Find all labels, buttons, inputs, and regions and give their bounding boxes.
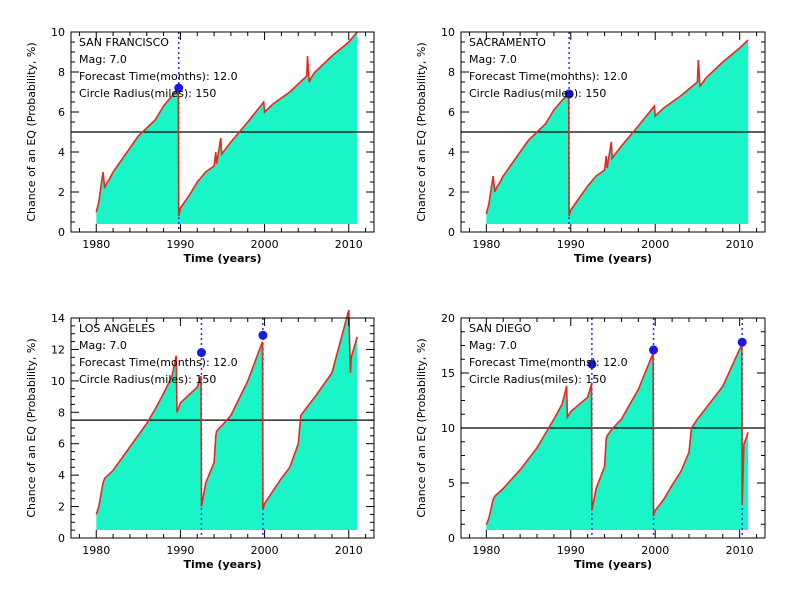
annotation-line: Forecast Time(months): 12.0 bbox=[469, 356, 628, 369]
y-tick-label: 2 bbox=[58, 501, 65, 514]
annotation-line: Forecast Time(months): 12.0 bbox=[469, 70, 628, 83]
x-tick-label: 1990 bbox=[166, 238, 194, 251]
y-tick-label: 4 bbox=[58, 146, 65, 159]
x-tick-label: 2010 bbox=[335, 238, 363, 251]
x-tick-label: 2000 bbox=[251, 544, 279, 557]
probability-area bbox=[486, 40, 749, 224]
chart-title: SACRAMENTO bbox=[469, 36, 546, 49]
chart-title: SAN FRANCISCO bbox=[79, 36, 169, 49]
y-tick-label: 8 bbox=[58, 66, 65, 79]
x-tick-label: 1980 bbox=[472, 544, 500, 557]
x-tick-label: 1990 bbox=[557, 544, 585, 557]
chart-panel-2: 1980 1990 2000 2010 0 2 4 6 8 10 Time (years) Chanc… bbox=[415, 26, 766, 265]
y-tick-label: 0 bbox=[448, 532, 455, 545]
annotation-line: Mag: 7.0 bbox=[469, 53, 517, 66]
probability-line bbox=[485, 344, 749, 526]
probability-area bbox=[486, 344, 749, 530]
x-tick-label: 2010 bbox=[726, 238, 754, 251]
y-tick-label: 20 bbox=[441, 312, 455, 325]
annotation-line: Forecast Time(months): 12.0 bbox=[79, 70, 238, 83]
probability-line bbox=[485, 39, 749, 217]
annotation-line: Mag: 7.0 bbox=[79, 339, 127, 352]
y-tick-label: 2 bbox=[58, 186, 65, 199]
y-tick-label: 0 bbox=[448, 226, 455, 239]
x-tick-label: 1980 bbox=[472, 238, 500, 251]
x-axis-label: Time (years) bbox=[574, 558, 652, 571]
annotation-line: Circle Radius(miles): 150 bbox=[79, 373, 216, 386]
y-tick-label: 8 bbox=[448, 66, 455, 79]
x-tick-label: 2000 bbox=[251, 238, 279, 251]
annotation-line: Mag: 7.0 bbox=[79, 53, 127, 66]
x-tick-label: 2010 bbox=[726, 544, 754, 557]
y-tick-label: 4 bbox=[58, 469, 65, 482]
event-marker bbox=[196, 348, 206, 358]
y-tick-label: 0 bbox=[58, 532, 65, 545]
probability-area bbox=[96, 32, 358, 224]
event-marker bbox=[564, 89, 574, 99]
y-tick-label: 10 bbox=[51, 26, 65, 39]
y-tick-label: 12 bbox=[51, 343, 65, 356]
y-tick-label: 6 bbox=[58, 106, 65, 119]
x-tick-label: 2010 bbox=[335, 544, 363, 557]
probability-area bbox=[96, 310, 358, 530]
y-tick-label: 10 bbox=[441, 422, 455, 435]
y-tick-label: 5 bbox=[448, 477, 455, 490]
y-tick-label: 14 bbox=[51, 312, 65, 325]
y-tick-label: 8 bbox=[58, 406, 65, 419]
y-axis-label: Chance of an EQ (Probability, %) bbox=[25, 42, 38, 221]
chart-panel-4: 1980 1990 2000 2010 0 5 10 15 20 Time (years) Chan… bbox=[415, 312, 766, 571]
y-tick-label: 10 bbox=[51, 375, 65, 388]
x-axis-label: Time (years) bbox=[574, 252, 652, 265]
y-tick-label: 15 bbox=[441, 367, 455, 380]
annotation-line: Forecast Time(months): 12.0 bbox=[79, 356, 238, 369]
x-axis-label: Time (years) bbox=[183, 252, 261, 265]
y-axis-label: Chance of an EQ (Probability, %) bbox=[25, 338, 38, 517]
chart-panel-3: 1980 1990 2000 2010 0 2 4 6 8 10 12 14 Time (years) C… bbox=[25, 309, 375, 571]
x-axis-label: Time (years) bbox=[183, 558, 261, 571]
event-marker bbox=[587, 359, 597, 369]
x-tick-label: 1990 bbox=[557, 238, 585, 251]
x-tick-label: 2000 bbox=[641, 544, 669, 557]
annotation-line: Circle Radius(miles): 150 bbox=[469, 87, 606, 100]
y-axis-label: Chance of an EQ (Probability, %) bbox=[415, 42, 428, 221]
y-tick-label: 0 bbox=[58, 226, 65, 239]
x-tick-label: 2000 bbox=[641, 238, 669, 251]
event-marker bbox=[737, 337, 747, 347]
y-tick-label: 4 bbox=[448, 146, 455, 159]
annotation-line: Circle Radius(miles): 150 bbox=[469, 373, 606, 386]
annotation-line: Circle Radius(miles): 150 bbox=[79, 87, 216, 100]
event-marker bbox=[258, 330, 268, 340]
x-tick-label: 1980 bbox=[82, 544, 110, 557]
chart-title: LOS ANGELES bbox=[79, 322, 155, 335]
y-tick-label: 6 bbox=[58, 438, 65, 451]
y-axis-label: Chance of an EQ (Probability, %) bbox=[415, 338, 428, 517]
probability-line bbox=[95, 309, 358, 515]
x-tick-label: 1990 bbox=[166, 544, 194, 557]
y-tick-label: 10 bbox=[441, 26, 455, 39]
event-marker bbox=[649, 345, 659, 355]
y-tick-label: 6 bbox=[448, 106, 455, 119]
event-marker bbox=[174, 83, 184, 93]
probability-line bbox=[95, 31, 358, 217]
chart-title: SAN DIEGO bbox=[469, 322, 532, 335]
x-tick-label: 1980 bbox=[82, 238, 110, 251]
annotation-line: Mag: 7.0 bbox=[469, 339, 517, 352]
chart-panel-1: 1980 1990 2000 2010 0 2 4 6 8 10 Time (years) Chanc… bbox=[25, 26, 375, 265]
y-tick-label: 2 bbox=[448, 186, 455, 199]
